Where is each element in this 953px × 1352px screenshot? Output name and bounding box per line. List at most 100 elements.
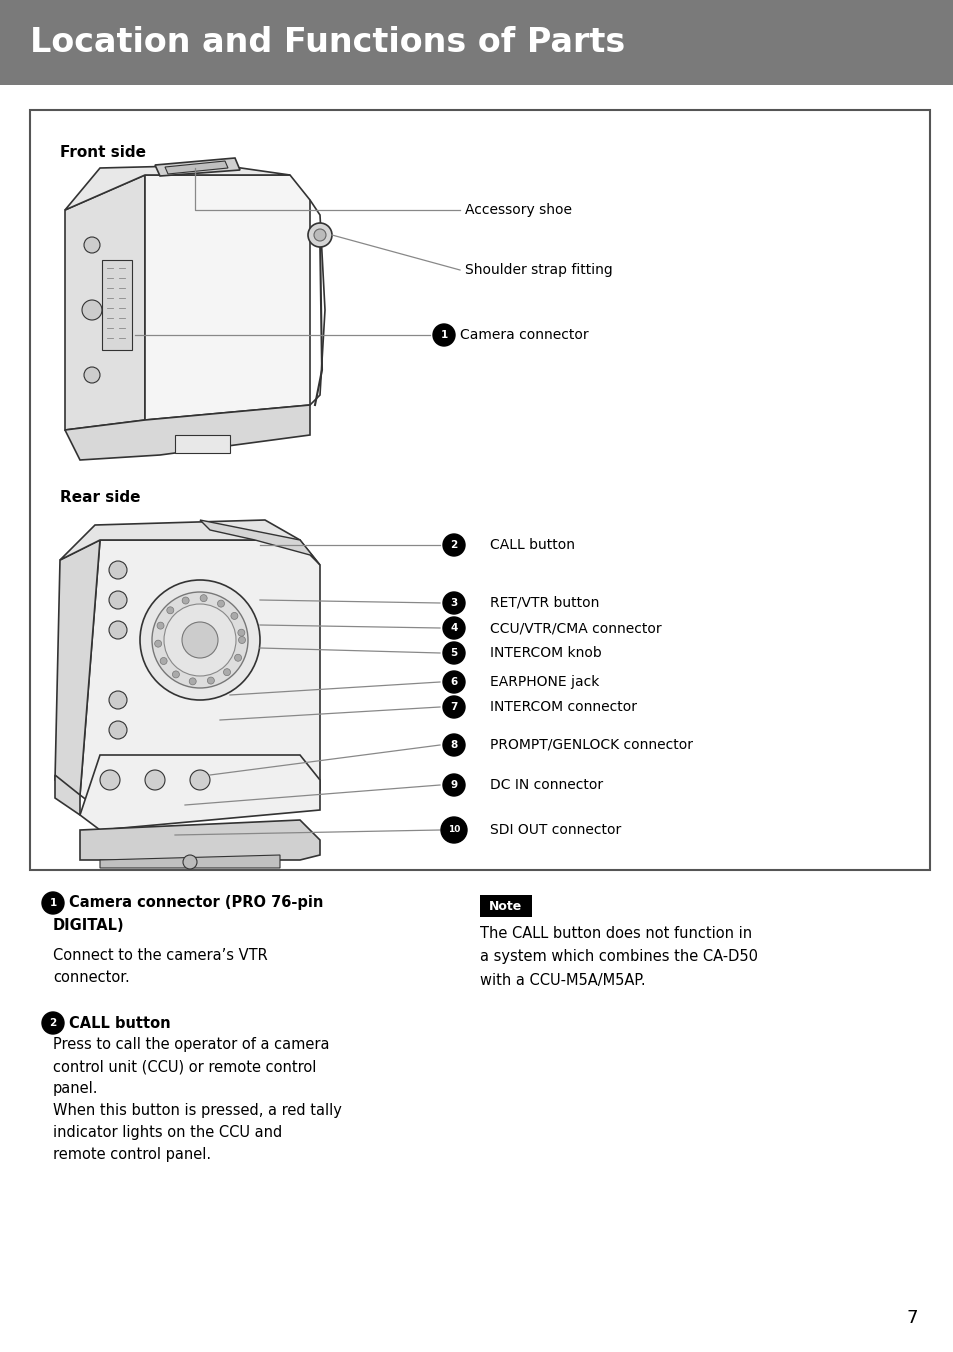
Text: with a CCU-M5A/M5AP.: with a CCU-M5A/M5AP. [479, 973, 645, 988]
Bar [30, 110, 929, 869]
Circle shape [200, 595, 207, 602]
Circle shape [308, 223, 332, 247]
Circle shape [109, 691, 127, 708]
Circle shape [223, 669, 231, 676]
Text: connector.: connector. [53, 969, 130, 984]
Circle shape [183, 854, 196, 869]
Text: Accessory shoe: Accessory shoe [464, 203, 572, 218]
Circle shape [207, 677, 214, 684]
Text: When this button is pressed, a red tally: When this button is pressed, a red tally [53, 1103, 341, 1118]
Polygon shape [100, 854, 280, 868]
Text: EARPHONE jack: EARPHONE jack [490, 675, 598, 690]
Circle shape [440, 817, 467, 844]
Text: CCU/VTR/CMA connector: CCU/VTR/CMA connector [490, 621, 661, 635]
Text: 10: 10 [447, 826, 459, 834]
Text: 7: 7 [450, 702, 457, 713]
Text: Front side: Front side [60, 145, 146, 160]
Text: Camera connector (PRO 76-pin: Camera connector (PRO 76-pin [69, 895, 323, 910]
Circle shape [160, 657, 167, 664]
Circle shape [182, 598, 189, 604]
Circle shape [42, 892, 64, 914]
Text: control unit (CCU) or remote control: control unit (CCU) or remote control [53, 1060, 316, 1075]
Text: The CALL button does not function in: The CALL button does not function in [479, 926, 751, 941]
Text: DC IN connector: DC IN connector [490, 777, 602, 792]
Circle shape [234, 654, 241, 661]
Circle shape [231, 612, 237, 619]
Text: remote control panel.: remote control panel. [53, 1148, 211, 1163]
Text: panel.: panel. [53, 1082, 98, 1096]
Circle shape [82, 300, 102, 320]
Text: 3: 3 [450, 598, 457, 608]
Text: Note: Note [489, 899, 522, 913]
Text: SDI OUT connector: SDI OUT connector [490, 823, 620, 837]
Text: Connect to the camera’s VTR: Connect to the camera’s VTR [53, 948, 268, 963]
Circle shape [109, 561, 127, 579]
Text: Camera connector: Camera connector [459, 329, 588, 342]
Text: CALL button: CALL button [490, 538, 575, 552]
Circle shape [442, 534, 464, 556]
Polygon shape [55, 775, 80, 815]
Polygon shape [55, 539, 100, 795]
Circle shape [314, 228, 326, 241]
Text: 2: 2 [450, 539, 457, 550]
Polygon shape [200, 521, 319, 565]
Polygon shape [165, 161, 228, 174]
Circle shape [154, 639, 161, 648]
Text: Press to call the operator of a camera: Press to call the operator of a camera [53, 1037, 329, 1052]
Text: 1: 1 [440, 330, 447, 339]
Circle shape [172, 671, 179, 677]
Text: a system which combines the CA-D50: a system which combines the CA-D50 [479, 949, 758, 964]
Circle shape [237, 629, 245, 637]
Circle shape [145, 771, 165, 790]
Text: 1: 1 [50, 898, 56, 909]
Text: 8: 8 [450, 740, 457, 750]
Circle shape [433, 324, 455, 346]
Polygon shape [60, 521, 299, 560]
Text: RET/VTR button: RET/VTR button [490, 596, 598, 610]
Text: 2: 2 [50, 1018, 56, 1028]
Polygon shape [154, 158, 240, 176]
Text: Location and Functions of Parts: Location and Functions of Parts [30, 26, 624, 59]
Text: PROMPT/GENLOCK connector: PROMPT/GENLOCK connector [490, 738, 692, 752]
Polygon shape [80, 821, 319, 860]
Circle shape [442, 671, 464, 694]
Circle shape [84, 237, 100, 253]
Text: INTERCOM connector: INTERCOM connector [490, 700, 637, 714]
Polygon shape [65, 406, 310, 460]
Text: CALL button: CALL button [69, 1015, 171, 1030]
Circle shape [190, 771, 210, 790]
Polygon shape [80, 539, 319, 810]
Circle shape [157, 622, 164, 629]
Circle shape [109, 721, 127, 740]
Polygon shape [65, 174, 145, 430]
Circle shape [167, 607, 173, 614]
Text: INTERCOM knob: INTERCOM knob [490, 646, 601, 660]
Circle shape [84, 366, 100, 383]
Circle shape [442, 617, 464, 639]
Text: 9: 9 [450, 780, 457, 790]
Circle shape [442, 696, 464, 718]
Circle shape [442, 773, 464, 796]
Text: DIGITAL): DIGITAL) [53, 918, 125, 933]
Text: 6: 6 [450, 677, 457, 687]
Circle shape [182, 622, 218, 658]
Circle shape [442, 734, 464, 756]
Text: 7: 7 [905, 1309, 917, 1328]
Circle shape [164, 604, 235, 676]
Bar [0, 0, 953, 85]
Bar [479, 895, 532, 917]
Text: Rear side: Rear side [60, 489, 140, 506]
Circle shape [100, 771, 120, 790]
Bar [102, 260, 132, 350]
Circle shape [189, 677, 196, 685]
Circle shape [42, 1013, 64, 1034]
Polygon shape [145, 174, 310, 420]
Circle shape [442, 642, 464, 664]
Text: 5: 5 [450, 648, 457, 658]
Circle shape [238, 637, 245, 644]
Circle shape [442, 592, 464, 614]
Bar [174, 435, 230, 453]
Text: indicator lights on the CCU and: indicator lights on the CCU and [53, 1125, 282, 1141]
Circle shape [217, 600, 224, 607]
Circle shape [109, 621, 127, 639]
